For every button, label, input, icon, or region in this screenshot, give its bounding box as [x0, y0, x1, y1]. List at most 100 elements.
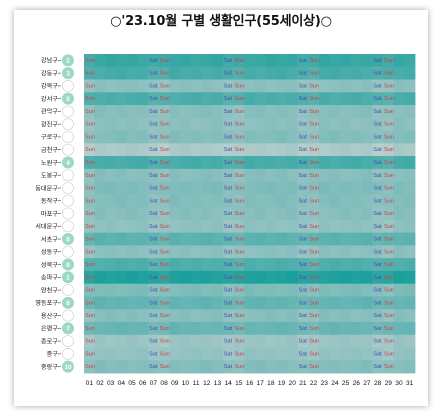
heatmap-cell	[318, 156, 330, 170]
sunday-label: Sun	[234, 134, 244, 140]
heatmap-cell	[137, 207, 149, 221]
heatmap-cell	[105, 283, 117, 297]
heatmap-cell	[180, 143, 192, 157]
heatmap-cell	[340, 207, 352, 221]
heatmap-cell	[276, 283, 288, 297]
heatmap-cell	[212, 232, 224, 246]
heatmap-cell	[297, 245, 309, 259]
heatmap-cell	[84, 130, 96, 144]
heatmap-cell	[190, 79, 202, 93]
heatmap-cell	[84, 194, 96, 208]
sunday-label: Sun	[160, 249, 170, 255]
heatmap-cell	[265, 258, 277, 272]
heatmap-cell	[276, 194, 288, 208]
heatmap-cell	[169, 181, 181, 195]
sunday-label: Sun	[85, 224, 95, 230]
heatmap-cell	[169, 321, 181, 336]
rank-badge	[62, 347, 75, 360]
sunday-label: Sun	[309, 351, 319, 357]
heatmap-cell	[233, 130, 245, 144]
heatmap-cell	[244, 194, 256, 208]
heatmap-cell	[84, 143, 96, 157]
heatmap-cell	[372, 181, 384, 195]
saturday-label: Sat	[149, 237, 158, 243]
heatmap-cell	[329, 66, 341, 80]
heatmap-cell	[393, 194, 405, 208]
heatmap-cell	[148, 66, 160, 80]
heatmap-cell	[148, 219, 160, 234]
sunday-label: Sun	[160, 96, 170, 102]
chart-title: ○'23.10월 구별 생활인구(55세이상)○	[110, 14, 332, 29]
rank-label: 4	[66, 160, 70, 167]
heatmap-cell	[126, 296, 138, 310]
heatmap-cell	[254, 79, 266, 93]
x-tick-label: 21	[299, 380, 307, 387]
saturday-label: Sat	[373, 351, 382, 357]
heatmap-cell	[244, 360, 256, 374]
sunday-label: Sun	[85, 351, 95, 357]
heatmap-cell	[393, 245, 405, 259]
sunday-label: Sun	[384, 351, 394, 357]
saturday-label: Sat	[299, 237, 308, 243]
heatmap-cell	[382, 219, 395, 234]
heatmap-cell	[297, 105, 309, 119]
heatmap-cell	[201, 207, 213, 221]
heatmap-cell	[116, 207, 128, 221]
sunday-label: Sun	[234, 96, 244, 102]
heatmap-cell	[190, 270, 202, 285]
x-tick-label: 03	[107, 380, 115, 387]
heatmap-cell	[84, 156, 96, 170]
heatmap-cell	[201, 130, 213, 144]
x-tick-label: 17	[257, 380, 265, 387]
sunday-label: Sun	[160, 211, 170, 217]
heatmap-cell	[94, 105, 106, 119]
heatmap-cell	[105, 105, 117, 119]
saturday-label: Sat	[224, 275, 233, 281]
heatmap-cell	[254, 219, 266, 234]
heatmap-cell	[233, 245, 245, 259]
heatmap-cell	[94, 334, 106, 348]
heatmap-cell	[212, 296, 224, 310]
heatmap-cell	[286, 54, 298, 68]
heatmap-cell	[94, 168, 106, 182]
heatmap-cell	[404, 296, 416, 310]
x-tick-label: 19	[278, 380, 286, 387]
heatmap-cell	[286, 309, 298, 323]
heatmap-cell	[222, 258, 234, 272]
saturday-label: Sat	[373, 160, 382, 166]
heatmap-cell	[116, 105, 128, 119]
saturday-label: Sat	[373, 300, 382, 306]
saturday-label: Sat	[373, 237, 382, 243]
heatmap-cell	[340, 232, 352, 246]
heatmap-cell	[222, 54, 234, 68]
heatmap-cell	[244, 258, 256, 272]
sunday-label: Sun	[309, 288, 319, 294]
heatmap-cell	[116, 347, 128, 361]
sunday-label: Sun	[234, 313, 244, 319]
heatmap-cell	[276, 245, 288, 259]
heatmap-cell	[286, 66, 298, 80]
heatmap-cell	[126, 66, 138, 80]
heatmap-cell	[190, 258, 202, 272]
saturday-label: Sat	[299, 160, 308, 166]
heatmap-cell	[308, 334, 320, 348]
heatmap-cell	[382, 117, 395, 131]
heatmap-cell	[382, 321, 395, 336]
saturday-label: Sat	[299, 288, 308, 294]
saturday-label: Sat	[299, 364, 308, 370]
heatmap-cell	[190, 54, 202, 68]
x-tick-label: 09	[171, 380, 179, 387]
heatmap-cell	[340, 143, 352, 157]
heatmap-cell	[222, 66, 234, 80]
heatmap-cell	[361, 194, 373, 208]
heatmap-cell	[361, 92, 373, 106]
saturday-label: Sat	[149, 109, 158, 115]
heatmap-cell	[137, 105, 149, 119]
heatmap-cell	[318, 207, 330, 221]
saturday-label: Sat	[299, 224, 308, 230]
heatmap-cell	[265, 321, 277, 336]
heatmap-cell	[297, 283, 309, 297]
heatmap-cell	[84, 117, 96, 131]
heatmap-cell	[382, 232, 395, 246]
heatmap-cell	[94, 54, 106, 68]
